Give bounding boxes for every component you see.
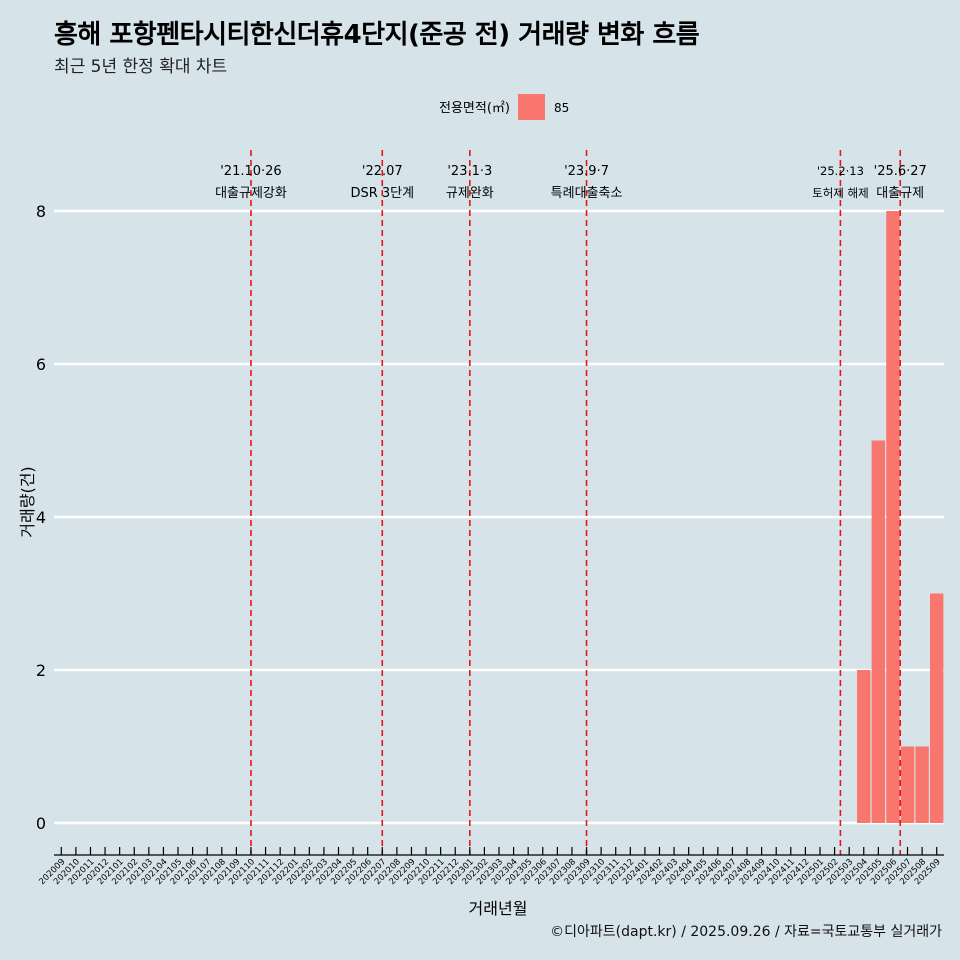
event-date-2: '23.1·3 xyxy=(447,164,492,179)
event-label-0: 대출규제강화 xyxy=(215,186,287,201)
event-label-1: DSR 3단계 xyxy=(350,186,414,201)
x-axis-title: 거래년월 xyxy=(469,899,528,918)
event-date-5: '25.6·27 xyxy=(874,164,927,179)
event-label-2: 규제완화 xyxy=(446,186,494,201)
x-axis: 2020092020102020112020122021012021022021… xyxy=(37,847,944,887)
bars xyxy=(857,211,944,823)
caption: ©디아파트(dapt.kr) / 2025.09.26 / 자료=국토교통부 실… xyxy=(550,924,942,940)
y-tick-label-0: 0 xyxy=(36,814,46,833)
y-tick-label-2: 2 xyxy=(36,661,46,680)
grid-lines xyxy=(54,209,944,825)
event-date-1: '22.07 xyxy=(362,164,403,179)
legend: 전용면적(㎡) 85 xyxy=(439,94,569,120)
bar-202509 xyxy=(929,593,944,823)
event-date-3: '23.9·7 xyxy=(564,164,609,179)
bar-202507 xyxy=(900,746,915,823)
y-tick-label-4: 4 xyxy=(36,508,46,527)
bar-202505 xyxy=(871,440,886,823)
legend-title: 전용면적(㎡) xyxy=(439,101,510,116)
event-label-4: 토허제 해제 xyxy=(812,186,869,200)
chart-title: 흥해 포항펜타시티한신더휴4단지(준공 전) 거래량 변화 흐름 xyxy=(54,20,700,50)
legend-label: 85 xyxy=(554,101,569,115)
bar-202508 xyxy=(915,746,929,823)
bar-202504 xyxy=(857,670,871,823)
event-date-4: '25.2·13 xyxy=(817,164,864,178)
annotations: '21.10·26 대출규제강화 '22.07 DSR 3단계 '23.1·3 규제완화 '… xyxy=(215,150,927,855)
y-axis-title: 거래량(건) xyxy=(18,466,37,537)
y-tick-label-8: 8 xyxy=(36,202,46,221)
chart-subtitle: 최근 5년 한정 확대 차트 xyxy=(54,57,228,77)
legend-key-85 xyxy=(518,94,545,120)
event-date-0: '21.10·26 xyxy=(220,164,281,179)
bar-202506 xyxy=(886,211,900,823)
y-axis-ticks: 0 2 4 6 8 xyxy=(36,202,46,833)
event-label-5: 대출규제 xyxy=(876,186,924,201)
y-tick-label-6: 6 xyxy=(36,355,46,374)
event-label-3: 특례대출축소 xyxy=(551,186,623,201)
